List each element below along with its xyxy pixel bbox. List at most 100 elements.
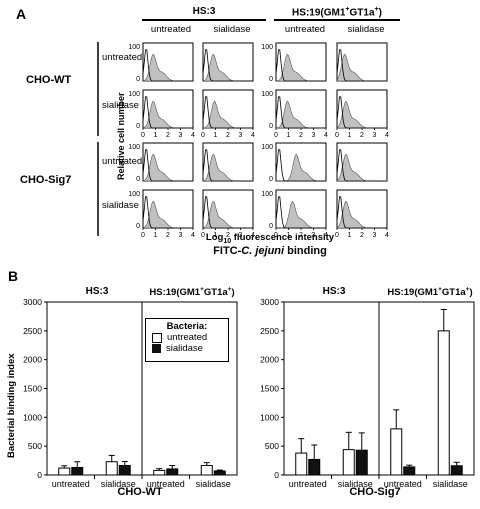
histogram-control-curve bbox=[336, 49, 387, 82]
chart-left-header-hs3: HS:3 bbox=[85, 286, 109, 297]
y-tick-label: 500 bbox=[28, 441, 42, 451]
x-tick-label: 4 bbox=[324, 132, 328, 139]
y-tick-label: 0 bbox=[37, 470, 42, 480]
bar-untreated bbox=[295, 452, 308, 476]
y-tick-label: 0 bbox=[136, 123, 140, 130]
x-tick-label: 0 bbox=[141, 232, 145, 239]
histogram-control-curve bbox=[202, 49, 253, 82]
y-tick-label: 2000 bbox=[260, 355, 279, 365]
x-tick-label: 2 bbox=[226, 132, 230, 139]
bar-sialidase bbox=[166, 468, 179, 476]
chart-title-cho-wt: CHO-WT bbox=[117, 486, 163, 498]
y-tick-label: 0 bbox=[136, 223, 140, 230]
panel-a-caption: FITC-C. jejuni binding bbox=[213, 245, 327, 257]
category-label: untreated bbox=[289, 479, 327, 489]
y-tick-label: 1500 bbox=[260, 384, 279, 394]
x-tick-label: 0 bbox=[201, 132, 205, 139]
col-label-hs3-untreated: untreated bbox=[150, 24, 192, 35]
x-tick-label: 3 bbox=[239, 232, 243, 239]
bar-sialidase bbox=[450, 465, 463, 476]
x-tick-label: 4 bbox=[324, 232, 328, 239]
bar-sialidase bbox=[118, 464, 131, 476]
legend-label-untreated: untreated bbox=[167, 332, 208, 343]
y-tick-label: 100 bbox=[261, 91, 273, 98]
x-tick-label: 2 bbox=[166, 132, 170, 139]
x-tick-label: 2 bbox=[226, 232, 230, 239]
y-tick-label: 2500 bbox=[260, 326, 279, 336]
x-tick-label: 1 bbox=[154, 232, 158, 239]
histogram-control-curve bbox=[275, 49, 326, 82]
bar-sialidase bbox=[308, 458, 321, 476]
chart-title-cho-sig7: CHO-Sig7 bbox=[349, 486, 401, 498]
x-tick-label: 0 bbox=[141, 132, 145, 139]
legend-item-untreated: untreated bbox=[152, 332, 228, 343]
legend-title: Bacteria: bbox=[166, 321, 208, 332]
category-label: untreated bbox=[384, 479, 422, 489]
category-label: sialidase bbox=[433, 479, 468, 489]
col-label-hs19-sialidase: sialidase bbox=[347, 24, 385, 35]
y-tick-label: 100 bbox=[261, 44, 273, 51]
bar-untreated bbox=[153, 469, 166, 476]
x-tick-label: 2 bbox=[299, 232, 303, 239]
y-tick-label: 0 bbox=[269, 176, 273, 183]
x-tick-label: 2 bbox=[299, 132, 303, 139]
y-tick-label: 3000 bbox=[23, 297, 42, 307]
panel-a-label: A bbox=[16, 6, 27, 22]
y-tick-label: 100 bbox=[128, 144, 140, 151]
x-tick-label: 4 bbox=[385, 132, 389, 139]
x-tick-label: 3 bbox=[312, 132, 316, 139]
x-tick-label: 1 bbox=[287, 232, 291, 239]
histogram-control-curve bbox=[202, 96, 253, 129]
bar-untreated bbox=[105, 461, 118, 476]
category-label: sialidase bbox=[338, 479, 373, 489]
panel-a-x-axis-label: Log10 fluorescence intensity bbox=[205, 232, 335, 245]
y-tick-label: 0 bbox=[136, 76, 140, 83]
histogram-control-curve bbox=[336, 196, 387, 229]
histogram-control-curve bbox=[275, 196, 326, 229]
y-tick-label: 2000 bbox=[23, 355, 42, 365]
row-group-cho-sig7: CHO-Sig7 bbox=[20, 174, 72, 186]
y-tick-label: 100 bbox=[261, 191, 273, 198]
row-label-sig7-untreated: untreated bbox=[102, 156, 143, 167]
x-tick-label: 1 bbox=[214, 232, 218, 239]
y-tick-label: 2500 bbox=[23, 326, 42, 336]
x-tick-label: 0 bbox=[335, 232, 339, 239]
x-tick-label: 4 bbox=[385, 232, 389, 239]
legend: Bacteria: untreated sialidase bbox=[145, 318, 229, 362]
x-tick-label: 3 bbox=[373, 232, 377, 239]
x-tick-label: 4 bbox=[191, 232, 195, 239]
category-label: sialidase bbox=[196, 479, 231, 489]
x-tick-label: 2 bbox=[166, 232, 170, 239]
x-tick-label: 3 bbox=[179, 232, 183, 239]
y-tick-label: 100 bbox=[128, 91, 140, 98]
x-tick-label: 2 bbox=[360, 232, 364, 239]
x-tick-label: 1 bbox=[348, 132, 352, 139]
y-tick-label: 1500 bbox=[23, 384, 42, 394]
chart-left-header-hs19: HS:19(GM1+GT1a+) bbox=[149, 286, 235, 299]
row-label-wt-untreated: untreated bbox=[102, 52, 143, 63]
row-group-cho-wt: CHO-WT bbox=[26, 74, 72, 86]
x-tick-label: 1 bbox=[287, 132, 291, 139]
histogram-control-curve bbox=[142, 196, 193, 229]
y-tick-label: 0 bbox=[274, 470, 279, 480]
x-tick-label: 2 bbox=[360, 132, 364, 139]
row-label-sig7-sialidase: sialidase bbox=[102, 200, 139, 211]
category-label: untreated bbox=[52, 479, 90, 489]
category-label: sialidase bbox=[101, 479, 136, 489]
y-tick-label: 500 bbox=[265, 441, 279, 451]
panel-b-svg: 0 500 1000 1500 2000 2500 3000 untreated sialida… bbox=[6, 297, 475, 489]
x-tick-label: 4 bbox=[251, 132, 255, 139]
y-tick-label: 100 bbox=[261, 144, 273, 151]
panel-a-group-header-hs19: HS:19(GM1+GT1a+) bbox=[292, 6, 382, 19]
x-tick-label: 3 bbox=[312, 232, 316, 239]
chart-right-header-hs3: HS:3 bbox=[322, 286, 346, 297]
histogram-control-curve bbox=[336, 96, 387, 129]
y-tick-label: 1000 bbox=[260, 412, 279, 422]
histogram-control-curve bbox=[336, 149, 387, 182]
bar-untreated bbox=[342, 449, 355, 476]
bar-sialidase bbox=[355, 449, 368, 476]
y-tick-label: 3000 bbox=[260, 297, 279, 307]
legend-swatch-untreated bbox=[152, 332, 162, 343]
x-tick-label: 0 bbox=[274, 232, 278, 239]
